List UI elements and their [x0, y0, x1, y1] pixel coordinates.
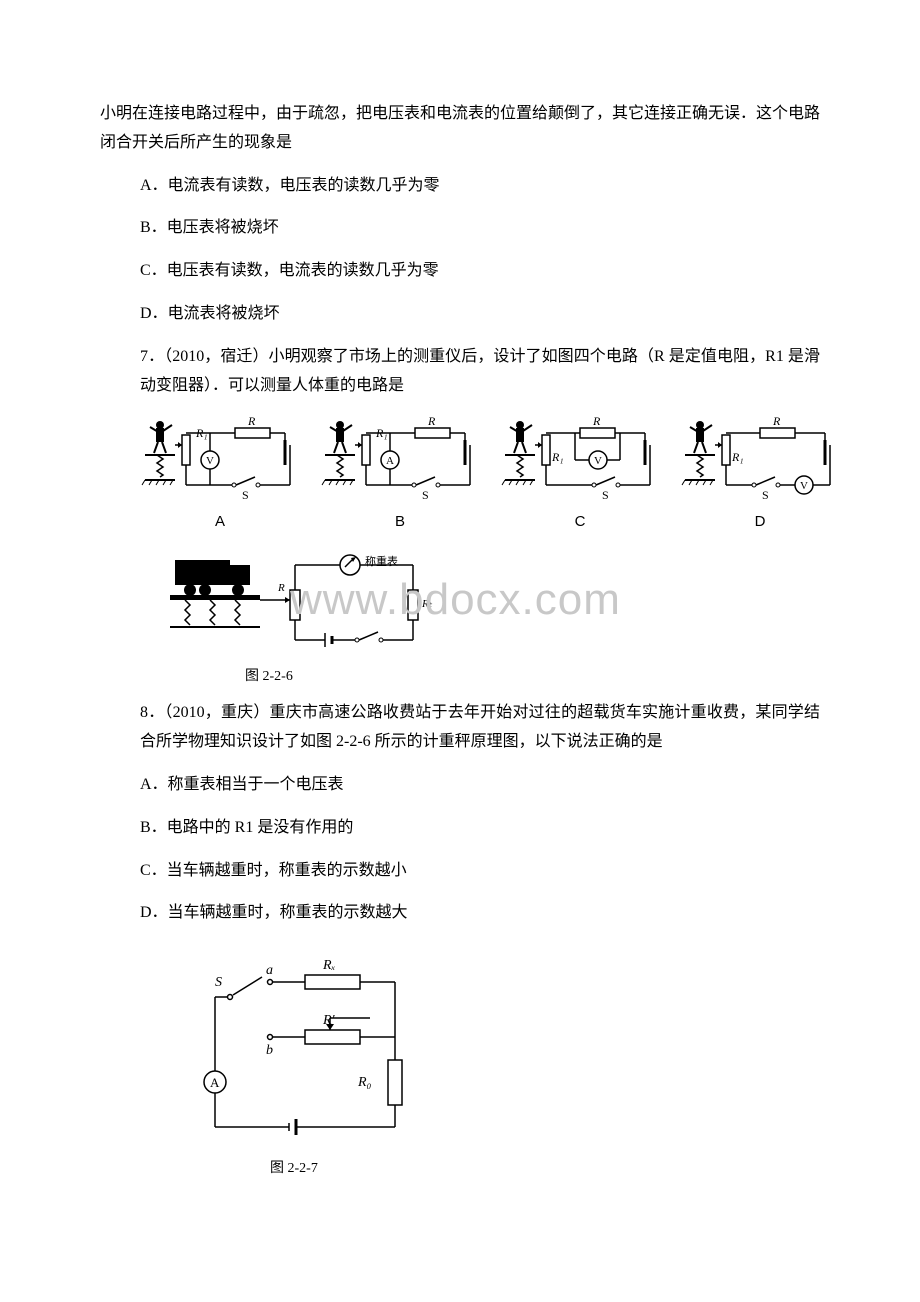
svg-text:称重表: 称重表	[365, 554, 398, 568]
svg-text:A: A	[386, 455, 394, 467]
q8-opt-c: C．当车辆越重时，称重表的示数越小	[100, 857, 820, 886]
option-c: C．电压表有读数，电流表的读数几乎为零	[100, 257, 820, 286]
svg-text:A: A	[210, 1075, 220, 1090]
svg-text:S: S	[215, 975, 222, 990]
svg-text:a: a	[266, 963, 273, 978]
option-d: D．电流表将被烧坏	[100, 300, 820, 329]
q8-opt-d: D．当车辆越重时，称重表的示数越大	[100, 899, 820, 928]
svg-text:R: R	[277, 582, 285, 594]
svg-text:R₁: R₁	[731, 450, 744, 464]
circuit-b: R₁ A R S B	[320, 415, 480, 530]
option-b: B．电压表将被烧坏	[100, 214, 820, 243]
circuit-d-label: D	[755, 513, 766, 530]
svg-text:R₁: R₁	[551, 450, 564, 464]
circuit-a-label: A	[215, 513, 225, 530]
svg-text:S: S	[602, 488, 609, 502]
svg-text:Rₜ: Rₜ	[421, 598, 433, 610]
svg-text:S: S	[242, 488, 249, 502]
intro-paragraph: 小明在连接电路过程中，由于疏忽，把电压表和电流表的位置给颠倒了，其它连接正确无误…	[100, 100, 820, 158]
circuit-c: R₁ R V S C	[500, 415, 660, 530]
circuit-d: R₁ R S V D	[680, 415, 840, 530]
circuit-c-label: C	[575, 513, 586, 530]
svg-text:V: V	[594, 455, 602, 467]
circuit-a: R₁ V R S A	[140, 415, 300, 530]
svg-text:V: V	[800, 480, 808, 492]
svg-text:S: S	[422, 488, 429, 502]
figure-caption-226: 图 2-2-6	[100, 665, 820, 685]
question-7: 7．（2010，宿迁）小明观察了市场上的测重仪后，设计了如图四个电路（R 是定值…	[100, 343, 820, 401]
svg-text:b: b	[266, 1043, 273, 1058]
svg-text:R: R	[247, 415, 256, 428]
truck-figure-wrap: R 称重表 Rₜ w	[100, 545, 820, 655]
svg-text:S: S	[762, 488, 769, 502]
figure-caption-227: 图 2-2-7	[100, 1157, 820, 1177]
option-a: A．电流表有读数，电压表的读数几乎为零	[100, 172, 820, 201]
svg-text:R: R	[592, 415, 601, 428]
q8-opt-a: A．称重表相当于一个电压表	[100, 771, 820, 800]
svg-text:V: V	[206, 455, 214, 467]
svg-text:R₀: R₀	[357, 1075, 372, 1090]
q8-opt-b: B．电路中的 R1 是没有作用的	[100, 814, 820, 843]
circuit-options: R₁ V R S A	[140, 415, 840, 530]
question-8: 8．（2010，重庆）重庆市高速公路收费站于去年开始对过往的超载货车实施计重收费…	[100, 699, 820, 757]
figure-227: S a b Rₓ R′ R₀ A	[200, 942, 820, 1147]
svg-text:Rₓ: Rₓ	[322, 958, 336, 973]
svg-text:R: R	[772, 415, 781, 428]
svg-text:R: R	[427, 415, 436, 428]
circuit-b-label: B	[395, 513, 405, 530]
